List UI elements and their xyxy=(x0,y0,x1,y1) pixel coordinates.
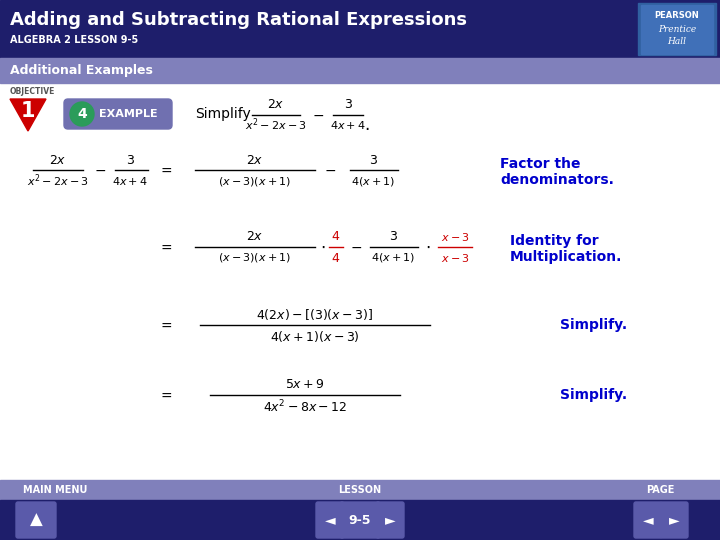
FancyBboxPatch shape xyxy=(660,502,688,538)
Text: $2x$: $2x$ xyxy=(267,98,284,111)
Text: $2x$: $2x$ xyxy=(246,153,264,166)
Text: LESSON: LESSON xyxy=(338,485,382,495)
FancyBboxPatch shape xyxy=(634,502,662,538)
Text: Simplify.: Simplify. xyxy=(560,388,627,402)
Text: 1: 1 xyxy=(21,101,35,121)
Text: $-$: $-$ xyxy=(94,163,106,177)
Text: $-$: $-$ xyxy=(324,163,336,177)
Text: Prentice: Prentice xyxy=(658,25,696,35)
Text: $(x - 3)(x + 1)$: $(x - 3)(x + 1)$ xyxy=(218,174,292,187)
Text: $\cdot$: $\cdot$ xyxy=(426,238,431,256)
Text: MAIN MENU: MAIN MENU xyxy=(23,485,87,495)
Text: Identity for: Identity for xyxy=(510,234,598,248)
Text: Adding and Subtracting Rational Expressions: Adding and Subtracting Rational Expressi… xyxy=(10,11,467,29)
Text: 9-5: 9-5 xyxy=(348,514,372,526)
Text: $2x$: $2x$ xyxy=(49,153,67,166)
Text: $=$: $=$ xyxy=(158,163,172,177)
Text: $=$: $=$ xyxy=(158,240,172,254)
FancyBboxPatch shape xyxy=(340,502,380,538)
Text: ALGEBRA 2 LESSON 9-5: ALGEBRA 2 LESSON 9-5 xyxy=(10,35,138,45)
Text: $-$: $-$ xyxy=(350,240,362,254)
Text: $3$: $3$ xyxy=(369,153,377,166)
Text: Additional Examples: Additional Examples xyxy=(10,64,153,77)
Text: $x - 3$: $x - 3$ xyxy=(441,252,469,264)
Text: $=$: $=$ xyxy=(158,318,172,332)
Text: $4(2x) - [(3)(x - 3)]$: $4(2x) - [(3)(x - 3)]$ xyxy=(256,307,374,322)
Text: ►: ► xyxy=(384,513,395,527)
Text: $-$: $-$ xyxy=(312,108,324,122)
FancyBboxPatch shape xyxy=(316,502,344,538)
Bar xyxy=(638,3,716,55)
Text: ◄: ◄ xyxy=(643,513,653,527)
Bar xyxy=(0,480,720,500)
Polygon shape xyxy=(10,99,46,131)
Text: $4$: $4$ xyxy=(331,231,341,244)
Text: $4(x + 1)(x - 3)$: $4(x + 1)(x - 3)$ xyxy=(270,329,360,345)
Text: Simplify: Simplify xyxy=(195,107,251,121)
Text: $4x + 4$: $4x + 4$ xyxy=(112,175,148,187)
Text: denominators.: denominators. xyxy=(500,173,614,187)
Text: $=$: $=$ xyxy=(158,388,172,402)
Text: ▲: ▲ xyxy=(30,511,42,529)
Bar xyxy=(0,58,720,83)
Text: $3$: $3$ xyxy=(125,153,135,166)
Text: OBJECTIVE: OBJECTIVE xyxy=(10,87,55,97)
FancyBboxPatch shape xyxy=(376,502,404,538)
Circle shape xyxy=(70,102,94,126)
Text: $2x$: $2x$ xyxy=(246,231,264,244)
Text: $x - 3$: $x - 3$ xyxy=(441,231,469,243)
Text: ◄: ◄ xyxy=(325,513,336,527)
Text: $3$: $3$ xyxy=(343,98,353,111)
Bar xyxy=(0,0,720,58)
Text: $4x^2 - 8x - 12$: $4x^2 - 8x - 12$ xyxy=(263,399,347,415)
Text: 4: 4 xyxy=(77,107,87,121)
Text: Factor the: Factor the xyxy=(500,157,580,171)
Text: $\cdot$: $\cdot$ xyxy=(320,238,325,256)
Text: ►: ► xyxy=(669,513,679,527)
Text: Hall: Hall xyxy=(667,37,686,46)
Text: $4$: $4$ xyxy=(331,252,341,265)
Text: $4(x + 1)$: $4(x + 1)$ xyxy=(371,252,415,265)
Bar xyxy=(0,500,720,540)
Text: $4(x + 1)$: $4(x + 1)$ xyxy=(351,174,395,187)
Text: EXAMPLE: EXAMPLE xyxy=(99,109,157,119)
Text: $x^2 - 2x - 3$: $x^2 - 2x - 3$ xyxy=(27,173,89,190)
Text: $4x + 4$: $4x + 4$ xyxy=(330,119,366,131)
Text: .: . xyxy=(364,116,369,134)
Text: PAGE: PAGE xyxy=(646,485,674,495)
FancyBboxPatch shape xyxy=(64,99,172,129)
Text: PEARSON: PEARSON xyxy=(654,11,699,21)
Text: $5x + 9$: $5x + 9$ xyxy=(285,379,325,392)
Text: $x^2 - 2x - 3$: $x^2 - 2x - 3$ xyxy=(245,117,307,133)
Text: $(x - 3)(x + 1)$: $(x - 3)(x + 1)$ xyxy=(218,252,292,265)
Text: Simplify.: Simplify. xyxy=(560,318,627,332)
Bar xyxy=(641,5,713,54)
Text: $3$: $3$ xyxy=(389,231,397,244)
FancyBboxPatch shape xyxy=(16,502,56,538)
Text: Multiplication.: Multiplication. xyxy=(510,250,622,264)
